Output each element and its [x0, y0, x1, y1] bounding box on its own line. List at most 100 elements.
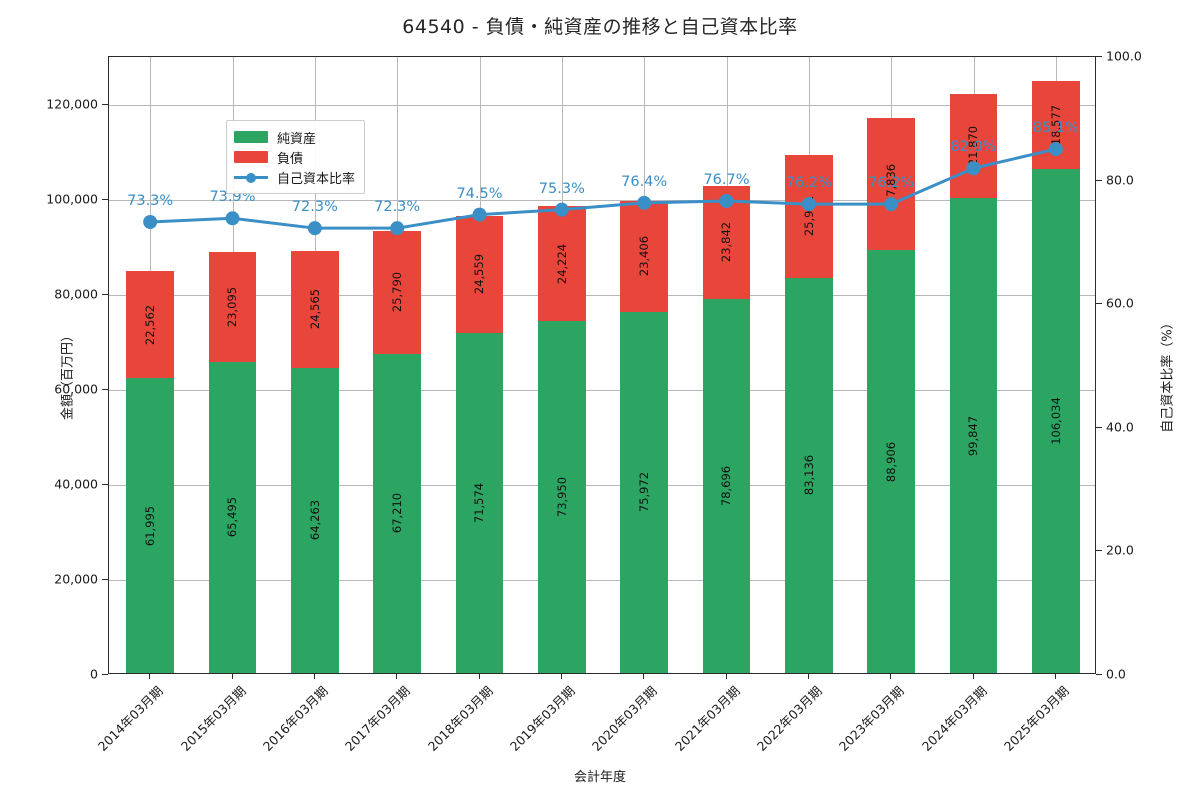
chart-title: 64540 - 負債・純資産の推移と自己資本比率	[402, 16, 798, 38]
y-axis-tick-label-right: 60.0	[1106, 295, 1134, 311]
bar-segment-equity[interactable]: 65,495	[208, 361, 257, 673]
ratio-point-marker[interactable]	[966, 161, 981, 176]
bar-group[interactable]: 75,972 23,406	[620, 57, 669, 673]
x-axis-tick-mark	[149, 674, 151, 679]
plot-area: 61,995 22,562 65,495 23,095 64,263 24,565 67,2…	[108, 56, 1096, 674]
bar-segment-equity[interactable]: 67,210	[373, 353, 422, 673]
y-axis-tick-label-left: 100,000	[46, 191, 98, 207]
bar-segment-debt[interactable]: 21,870	[949, 94, 998, 199]
x-axis-tick-label: 2024年03月期	[918, 683, 990, 754]
y-axis-tick-mark-left	[102, 674, 108, 675]
chart-legend: 純資産 負債 自己資本比率	[226, 120, 366, 194]
ratio-value-label: 72.3%	[374, 199, 421, 216]
x-axis-tick-label: 2017年03月期	[342, 683, 413, 754]
y-axis-tick-mark-right	[1096, 426, 1102, 428]
bar-segment-equity[interactable]: 78,696	[702, 298, 751, 673]
y-axis-label-right: 自己資本比率（%）	[1160, 316, 1176, 433]
bar-segment-equity[interactable]: 73,950	[537, 321, 586, 673]
ratio-point-marker[interactable]	[801, 197, 816, 212]
x-axis-tick-mark	[1054, 674, 1056, 679]
bar-group[interactable]: 73,950 24,224	[537, 57, 586, 673]
x-axis-tick-mark	[972, 674, 974, 679]
bar-segment-debt[interactable]: 22,562	[126, 271, 175, 379]
gridline-horizontal	[109, 104, 1095, 106]
y-axis-tick-label-right: 100.0	[1106, 48, 1142, 64]
x-axis-tick-mark	[396, 674, 398, 679]
ratio-value-label: 76.7%	[703, 171, 750, 188]
bar-group[interactable]: 61,995 22,562	[126, 57, 175, 673]
bar-group[interactable]: 71,574 24,559	[455, 57, 504, 673]
ratio-point-marker[interactable]	[884, 197, 899, 212]
bar-segment-equity[interactable]: 75,972	[620, 311, 669, 673]
ratio-point-marker[interactable]	[719, 193, 734, 208]
legend-item-debt: 負債	[234, 147, 355, 167]
bar-segment-debt[interactable]: 24,565	[290, 250, 339, 368]
ratio-value-label: 74.5%	[456, 185, 503, 202]
x-axis-tick-mark	[560, 674, 562, 679]
ratio-value-label: 72.3%	[291, 199, 338, 216]
gridline-horizontal	[109, 199, 1095, 201]
x-axis-tick-label: 2015年03月期	[177, 683, 249, 754]
ratio-point-marker[interactable]	[554, 202, 569, 217]
x-axis-label: 会計年度	[573, 770, 626, 785]
bar-group[interactable]: 99,847 21,870	[949, 57, 998, 673]
y-axis-tick-label-left: 0	[90, 666, 98, 682]
bar-segment-equity[interactable]: 71,574	[455, 332, 504, 673]
y-axis-tick-label-right: 40.0	[1106, 419, 1134, 435]
bar-segment-equity[interactable]: 99,847	[949, 198, 998, 673]
bar-segment-equity[interactable]: 88,906	[867, 250, 916, 673]
bar-segment-debt[interactable]: 23,406	[620, 200, 669, 312]
bar-segment-equity[interactable]: 64,263	[290, 367, 339, 673]
ratio-point-marker[interactable]	[307, 221, 322, 236]
y-axis-tick-mark-right	[1096, 674, 1102, 675]
x-axis-tick-mark	[313, 674, 315, 679]
bar-group[interactable]: 83,136 25,901	[784, 57, 833, 673]
bar-segment-equity[interactable]: 61,995	[126, 378, 175, 673]
ratio-point-marker[interactable]	[390, 221, 405, 236]
y-axis-tick-mark-right	[1096, 550, 1102, 552]
bar-segment-debt[interactable]: 23,095	[208, 251, 257, 362]
legend-item-equity: 純資産	[234, 127, 355, 147]
ratio-line-series	[143, 142, 1063, 236]
bar-group[interactable]: 65,495 23,095	[208, 57, 257, 673]
ratio-value-label: 76.2%	[785, 175, 832, 192]
x-axis-tick-mark	[807, 674, 809, 679]
x-axis-tick-label: 2022年03月期	[753, 683, 825, 754]
legend-marker-ratio	[234, 171, 268, 183]
x-axis-tick-label: 2023年03月期	[836, 683, 907, 754]
bar-segment-debt[interactable]: 24,559	[455, 216, 504, 333]
gridline-horizontal	[109, 389, 1095, 391]
ratio-value-label: 73.3%	[127, 193, 174, 209]
legend-label-ratio: 自己資本比率	[277, 171, 356, 187]
gridline-horizontal	[109, 484, 1095, 486]
bar-segment-debt[interactable]: 27,836	[867, 118, 916, 251]
ratio-polyline	[150, 147, 1057, 230]
bar-segment-debt[interactable]: 24,224	[537, 206, 586, 322]
x-axis-tick-label: 2016年03月期	[259, 683, 331, 754]
ratio-point-marker[interactable]	[225, 211, 240, 226]
x-axis-tick-mark	[231, 674, 233, 679]
y-axis-tick-label-left: 40,000	[54, 476, 98, 492]
x-axis-tick-mark	[890, 674, 892, 679]
bar-segment-debt[interactable]: 25,901	[784, 154, 833, 278]
ratio-point-marker[interactable]	[637, 195, 652, 210]
y-axis-tick-mark-left	[102, 293, 108, 295]
bar-segment-equity[interactable]: 106,034	[1031, 168, 1080, 673]
legend-label-debt: 負債	[277, 151, 304, 167]
ratio-point-marker[interactable]	[1048, 142, 1063, 157]
bar-segment-equity[interactable]: 83,136	[784, 277, 833, 673]
ratio-point-marker[interactable]	[143, 215, 158, 230]
ratio-point-marker[interactable]	[472, 207, 487, 222]
bar-group[interactable]: 88,906 27,836	[867, 57, 916, 673]
x-axis-tick-label: 2019年03月期	[506, 683, 578, 754]
y-axis-tick-mark-right	[1096, 303, 1102, 305]
bar-group[interactable]: 67,210 25,790	[373, 57, 422, 673]
x-axis-tick-mark	[725, 674, 727, 679]
legend-item-ratio: 自己資本比率	[234, 167, 355, 187]
bar-segment-debt[interactable]: 25,790	[373, 230, 422, 354]
bar-group[interactable]: 64,263 24,565	[290, 57, 339, 673]
legend-swatch-debt	[234, 151, 268, 163]
ratio-value-label: 85.1%	[1032, 120, 1079, 137]
y-axis-tick-label-left: 120,000	[46, 96, 98, 112]
y-axis-tick-mark-left	[102, 483, 108, 485]
